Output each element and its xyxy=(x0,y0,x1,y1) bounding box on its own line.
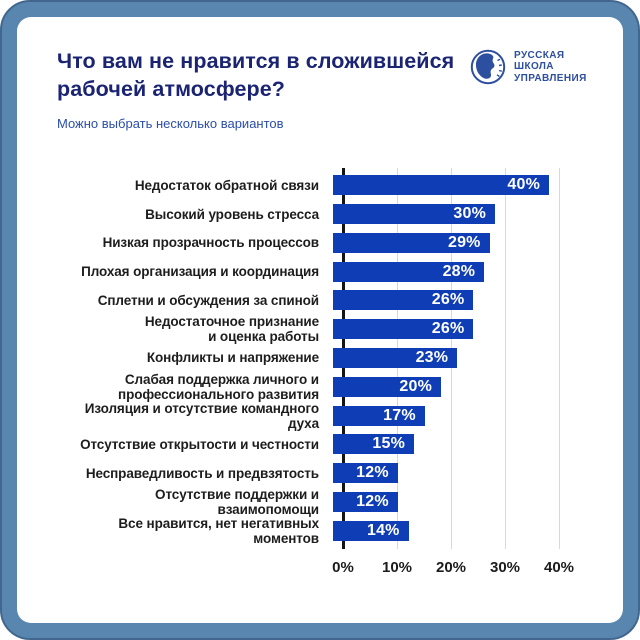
bar-chart: Недостаток обратной связи 40% Высокий уров… xyxy=(57,168,602,576)
brand-line-3: УПРАВЛЕНИЯ xyxy=(514,72,587,84)
bar-value-label: 17% xyxy=(383,406,416,424)
brand-logo: РУССКАЯ ШКОЛА УПРАВЛЕНИЯ xyxy=(469,48,587,86)
bar: 15% xyxy=(333,434,414,455)
bar-track: 23% xyxy=(331,347,602,368)
brand-globe-face-icon xyxy=(470,49,506,85)
category-label: Недостаток обратной связи xyxy=(134,177,319,193)
chart-row: Конфликты и напряжение 23% xyxy=(57,344,602,373)
chart-row: Недостаток обратной связи 40% xyxy=(57,171,602,200)
bar-track: 26% xyxy=(331,319,602,340)
x-tick-label: 20% xyxy=(435,559,467,576)
category-label: Изоляция и отсутствие командного духа xyxy=(84,400,319,431)
gridline xyxy=(559,168,560,549)
infographic-card: Что вам не нравится в сложившейся рабоче… xyxy=(17,17,623,623)
bar-value-label: 12% xyxy=(356,492,389,510)
x-tick-label: 10% xyxy=(381,559,413,576)
bar-value-label: 30% xyxy=(453,205,486,223)
bar-value-label: 40% xyxy=(507,176,540,194)
bar: 17% xyxy=(333,405,425,426)
chart-row: Отсутствие открытости и честности 15% xyxy=(57,430,602,459)
category-label: Слабая поддержка личного и профессиональ… xyxy=(118,371,319,402)
bar-track: 29% xyxy=(331,232,602,253)
chart-row: Слабая поддержка личного и профессиональ… xyxy=(57,371,602,402)
bar-track: 14% xyxy=(331,520,602,541)
bar-track: 20% xyxy=(331,376,602,397)
chart-rows: Недостаток обратной связи 40% Высокий уров… xyxy=(57,171,602,546)
bar: 26% xyxy=(333,290,474,311)
chart-row: Отсутствие поддержки и взаимопомощи 12% xyxy=(57,486,602,517)
chart-row: Сплетни и обсуждения за спиной 26% xyxy=(57,286,602,315)
bar-track: 30% xyxy=(331,204,602,225)
bar-track: 12% xyxy=(331,491,602,512)
category-label: Отсутствие открытости и честности xyxy=(80,436,319,452)
brand-logo-text: РУССКАЯ ШКОЛА УПРАВЛЕНИЯ xyxy=(514,50,587,85)
bar: 20% xyxy=(333,376,441,397)
bar: 12% xyxy=(333,491,398,512)
chart-row: Высокий уровень стресса 30% xyxy=(57,200,602,229)
bar-value-label: 14% xyxy=(366,521,400,539)
x-tick-label: 0% xyxy=(332,559,354,576)
chart-row: Низкая прозрачность процессов 29% xyxy=(57,229,602,258)
category-label: Низкая прозрачность процессов xyxy=(102,235,320,251)
bar: 29% xyxy=(333,232,490,253)
bar: 12% xyxy=(333,463,398,484)
bar: 28% xyxy=(333,261,485,282)
bar-value-label: 12% xyxy=(356,464,389,482)
bar-value-label: 26% xyxy=(431,320,465,338)
category-label: Конфликты и напряжение xyxy=(146,350,319,366)
bar-value-label: 28% xyxy=(442,262,476,280)
category-label: Несправедливость и предвзятость xyxy=(85,465,319,481)
bar-track: 17% xyxy=(331,405,602,426)
brand-line-1: РУССКАЯ xyxy=(514,49,565,61)
category-label: Все нравится, нет негативных моментов xyxy=(118,515,319,546)
bar: 26% xyxy=(333,319,474,340)
x-tick-label: 30% xyxy=(489,559,521,576)
category-label: Недостаточное признание и оценка работы xyxy=(144,314,319,345)
chart-row: Все нравится, нет негативных моментов 14% xyxy=(57,515,602,546)
bar-track: 12% xyxy=(331,463,602,484)
bar-track: 28% xyxy=(331,261,602,282)
bar-value-label: 29% xyxy=(447,233,481,251)
bar-value-label: 23% xyxy=(415,348,449,366)
page-title: Что вам не нравится в сложившейся рабоче… xyxy=(57,49,455,101)
bar: 23% xyxy=(333,347,458,368)
category-label: Отсутствие поддержки и взаимопомощи xyxy=(155,486,319,517)
bar: 14% xyxy=(333,520,409,541)
category-label: Плохая организация и координация xyxy=(81,264,319,280)
bar-track: 26% xyxy=(331,290,602,311)
bar-value-label: 26% xyxy=(431,291,465,309)
category-label: Высокий уровень стресса xyxy=(145,206,319,222)
chart-row: Недостаточное признание и оценка работы 2… xyxy=(57,314,602,345)
brand-line-2: ШКОЛА xyxy=(514,61,554,73)
bar-value-label: 20% xyxy=(399,377,432,395)
bar-track: 15% xyxy=(331,434,602,455)
x-axis-tick-labels: 0% 10% 20% 30% 40% xyxy=(332,559,583,579)
chart-row: Несправедливость и предвзятость 12% xyxy=(57,459,602,488)
chart-row: Плохая организация и координация 28% xyxy=(57,257,602,286)
gridline xyxy=(505,168,506,549)
category-label: Сплетни и обсуждения за спиной xyxy=(97,292,319,308)
chart-row: Изоляция и отсутствие командного духа 17% xyxy=(57,400,602,431)
x-tick-label: 40% xyxy=(543,559,575,576)
page-subtitle: Можно выбрать несколько вариантов xyxy=(57,116,284,131)
bar-track: 40% xyxy=(331,175,602,196)
bar: 40% xyxy=(333,175,549,196)
bar-value-label: 15% xyxy=(372,435,405,453)
bar: 30% xyxy=(333,204,495,225)
